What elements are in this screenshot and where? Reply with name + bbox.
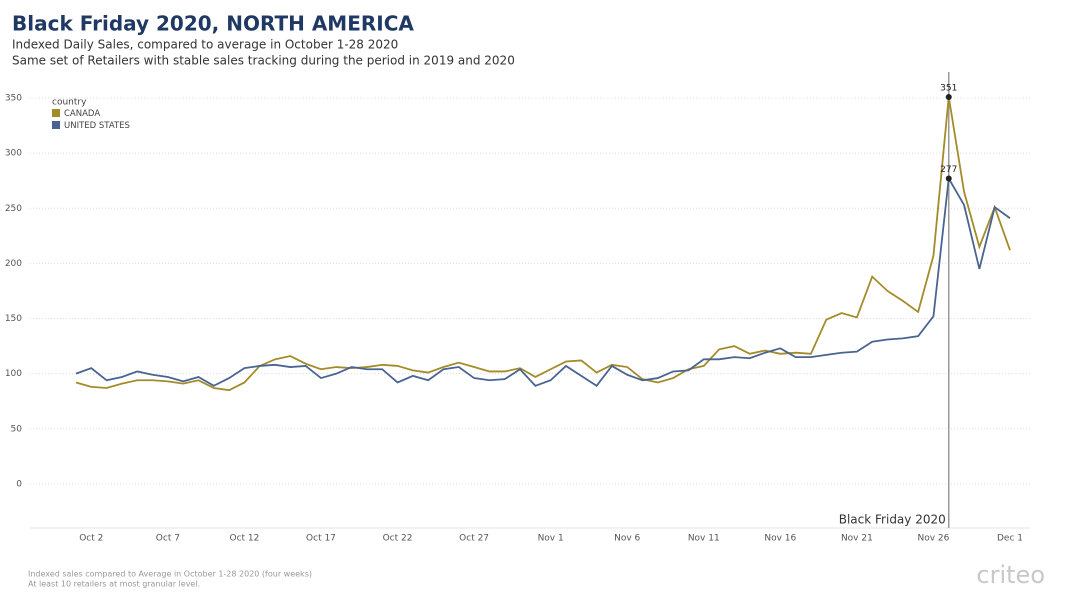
legend-title: country	[52, 98, 87, 108]
chart-title: Black Friday 2020, NORTH AMERICA	[12, 12, 414, 36]
x-tick-label: Nov 6	[614, 534, 640, 544]
x-tick-label: Oct 2	[79, 534, 103, 544]
x-tick-label: Nov 1	[538, 534, 564, 544]
x-tick-label: Nov 21	[841, 534, 873, 544]
legend-label: CANADA	[64, 109, 100, 119]
y-tick-label: 0	[16, 479, 22, 489]
peak-point	[945, 93, 952, 100]
y-tick-label: 50	[11, 424, 23, 434]
x-tick-label: Oct 17	[306, 534, 336, 544]
footnote: Indexed sales compared to Average in Oct…	[28, 570, 312, 579]
legend-label: UNITED STATES	[64, 121, 130, 131]
y-tick-label: 100	[5, 369, 22, 379]
legend-swatch	[52, 109, 60, 117]
line	[75, 175, 1011, 387]
footnote: At least 10 retailers at most granular l…	[28, 580, 200, 589]
legend-swatch	[52, 121, 60, 129]
x-tick-label: Nov 26	[917, 534, 949, 544]
y-tick-label: 350	[5, 94, 22, 104]
subtitle: Same set of Retailers with stable sales …	[12, 54, 515, 68]
x-tick-label: Oct 7	[156, 534, 180, 544]
y-tick-label: 200	[5, 259, 22, 269]
peak-point	[945, 175, 952, 182]
data-label: 277	[940, 165, 957, 175]
y-tick-label: 250	[5, 204, 22, 214]
x-tick-label: Oct 22	[383, 534, 413, 544]
x-tick-label: Nov 16	[764, 534, 796, 544]
x-tick-label: Dec 1	[997, 534, 1023, 544]
subtitle: Indexed Daily Sales, compared to average…	[12, 38, 398, 52]
logo: criteo	[976, 561, 1045, 589]
line	[75, 96, 1011, 392]
y-tick-label: 300	[5, 149, 22, 159]
x-tick-label: Nov 11	[688, 534, 720, 544]
annotation: Black Friday 2020	[839, 513, 946, 527]
data-label: 351	[940, 83, 957, 93]
x-tick-label: Oct 12	[229, 534, 259, 544]
x-tick-label: Oct 27	[459, 534, 489, 544]
y-tick-label: 150	[5, 314, 22, 324]
